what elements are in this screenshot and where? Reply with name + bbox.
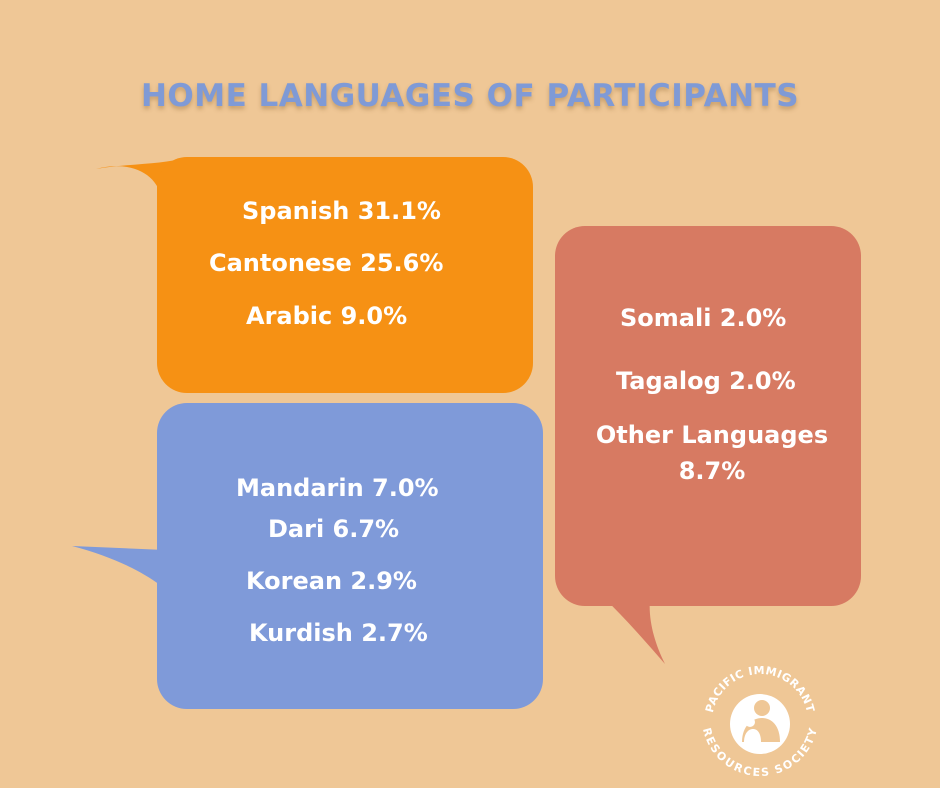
language-other-label: Other Languages [595,421,829,449]
language-korean: Korean 2.9% [246,567,417,595]
language-kurdish: Kurdish 2.7% [249,619,428,647]
language-arabic: Arabic 9.0% [246,302,408,330]
language-cantonese: Cantonese 25.6% [209,249,444,277]
language-somali: Somali 2.0% [620,304,787,332]
language-tagalog: Tagalog 2.0% [616,367,796,395]
family-figures-icon [730,694,790,754]
language-spanish: Spanish 31.1% [242,197,441,225]
language-mandarin: Mandarin 7.0% [236,474,439,502]
blue-bubble-tail [72,546,165,585]
page-title: HOME LANGUAGES OF PARTICIPANTS [140,78,800,114]
red-bubble-tail [604,598,665,664]
red-speech-bubble [555,226,861,606]
blue-speech-bubble [157,403,543,709]
orange-speech-bubble [157,157,533,393]
language-dari: Dari 6.7% [268,515,400,543]
pacific-immigrant-resources-society-logo: PACIFIC IMMIGRANT RESOURCES SOCIETY [700,664,820,778]
language-other-value: 8.7% [678,457,746,485]
